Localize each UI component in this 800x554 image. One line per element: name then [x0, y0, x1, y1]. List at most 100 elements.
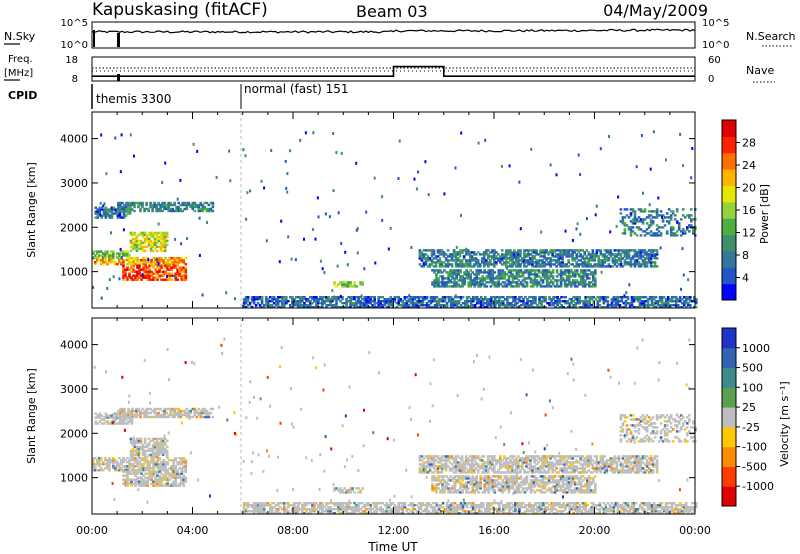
heatmap-cell: [647, 210, 651, 213]
heatmap-cell: [533, 255, 536, 258]
heatmap-cell: [485, 271, 489, 274]
heatmap-cell: [136, 465, 139, 468]
heatmap-cell: [391, 304, 395, 307]
heatmap-cell: [461, 275, 464, 278]
heatmap-cell: [122, 264, 125, 267]
heatmap-cell: [545, 455, 548, 458]
heatmap-cell: [153, 239, 157, 243]
heatmap-cell: [270, 304, 274, 307]
heatmap-cell: [642, 191, 644, 195]
heatmap-cell: [633, 465, 637, 468]
heatmap-cell: [602, 300, 606, 303]
heatmap-cell: [130, 420, 134, 423]
heatmap-cell: [309, 302, 312, 305]
heatmap-cell: [407, 304, 411, 307]
heatmap-cell: [558, 298, 561, 301]
heatmap-cell: [567, 457, 570, 460]
heatmap-cell: [496, 296, 499, 299]
heatmap-cell: [533, 279, 537, 282]
heatmap-cell: [150, 274, 153, 277]
heatmap-cell: [316, 196, 319, 200]
heatmap-cell: [547, 285, 551, 288]
heatmap-cell: [533, 455, 536, 458]
heatmap-cell: [155, 453, 159, 457]
heatmap-cell: [575, 265, 578, 268]
heatmap-cell: [641, 220, 645, 223]
heatmap-cell: [599, 261, 603, 264]
heatmap-cell: [122, 278, 125, 281]
heatmap-cell: [473, 273, 476, 276]
heatmap-cell: [468, 471, 472, 474]
heatmap-cell: [690, 208, 693, 211]
heatmap-cell: [572, 306, 575, 309]
heatmap-cell: [642, 302, 646, 305]
heatmap-cell: [597, 463, 601, 466]
heatmap-cell: [138, 276, 141, 279]
heatmap-cell: [525, 457, 528, 460]
heatmap-cell: [509, 257, 512, 260]
heatmap-cell: [152, 482, 155, 485]
heatmap-cell: [422, 469, 426, 472]
heatmap-cell: [531, 465, 534, 468]
heatmap-cell: [428, 469, 432, 472]
heatmap-cell: [523, 263, 526, 266]
heatmap-cell: [551, 463, 554, 466]
heatmap-cell: [124, 268, 127, 271]
heatmap-cell: [634, 298, 638, 301]
heatmap-cell: [503, 465, 506, 468]
heatmap-cell: [631, 226, 635, 229]
heatmap-cell: [411, 300, 415, 303]
heatmap-cell: [637, 226, 641, 229]
heatmap-cell: [114, 467, 117, 470]
heatmap-cell: [110, 259, 113, 262]
heatmap-cell: [453, 271, 456, 274]
heatmap-cell: [649, 167, 652, 171]
heatmap-cell: [590, 285, 593, 288]
heatmap-cell: [450, 469, 454, 472]
heatmap-cell: [573, 471, 576, 474]
heatmap-cell: [513, 255, 516, 258]
heatmap-cell: [159, 437, 163, 441]
heatmap-cell: [131, 247, 135, 251]
heatmap-cell: [199, 201, 203, 205]
heatmap-cell: [579, 173, 582, 176]
heatmap-cell: [667, 220, 671, 223]
heatmap-cell: [630, 300, 634, 303]
heatmap-cell: [635, 226, 639, 229]
heatmap-cell: [131, 231, 135, 235]
heatmap-cell: [652, 298, 656, 301]
heatmap-cell: [529, 263, 532, 266]
heatmap-cell: [140, 459, 143, 462]
heatmap-cell: [549, 467, 552, 470]
heatmap-cell: [477, 306, 481, 309]
heatmap-cell: [614, 298, 618, 301]
heatmap-cell: [569, 275, 573, 278]
heatmap-cell: [144, 467, 147, 470]
heatmap-cell: [579, 455, 582, 458]
heatmap-cell: [94, 457, 97, 460]
heatmap-cell: [254, 306, 258, 309]
heatmap-cell: [393, 296, 397, 299]
heatmap-cell: [141, 245, 145, 249]
colorbar-tick-label: 16: [742, 204, 756, 217]
heatmap-cell: [110, 459, 113, 462]
heatmap-cell: [124, 270, 127, 273]
heatmap-cell: [430, 465, 434, 468]
heatmap-cell: [131, 451, 135, 455]
heatmap-cell: [108, 457, 111, 460]
heatmap-cell: [168, 259, 171, 262]
heatmap-cell: [118, 467, 121, 470]
heatmap-cell: [503, 263, 506, 266]
heatmap-cell: [542, 306, 545, 309]
heatmap-cell: [460, 249, 464, 252]
heatmap-cell: [627, 228, 631, 231]
heatmap-cell: [549, 273, 553, 276]
heatmap-cell: [120, 418, 124, 421]
heatmap-cell: [520, 296, 523, 299]
heatmap-cell: [424, 465, 428, 468]
heatmap-cell: [126, 268, 129, 271]
heatmap-cell: [136, 278, 139, 281]
heatmap-cell: [525, 283, 529, 286]
heatmap-cell: [250, 306, 254, 309]
heatmap-cell: [130, 263, 133, 266]
